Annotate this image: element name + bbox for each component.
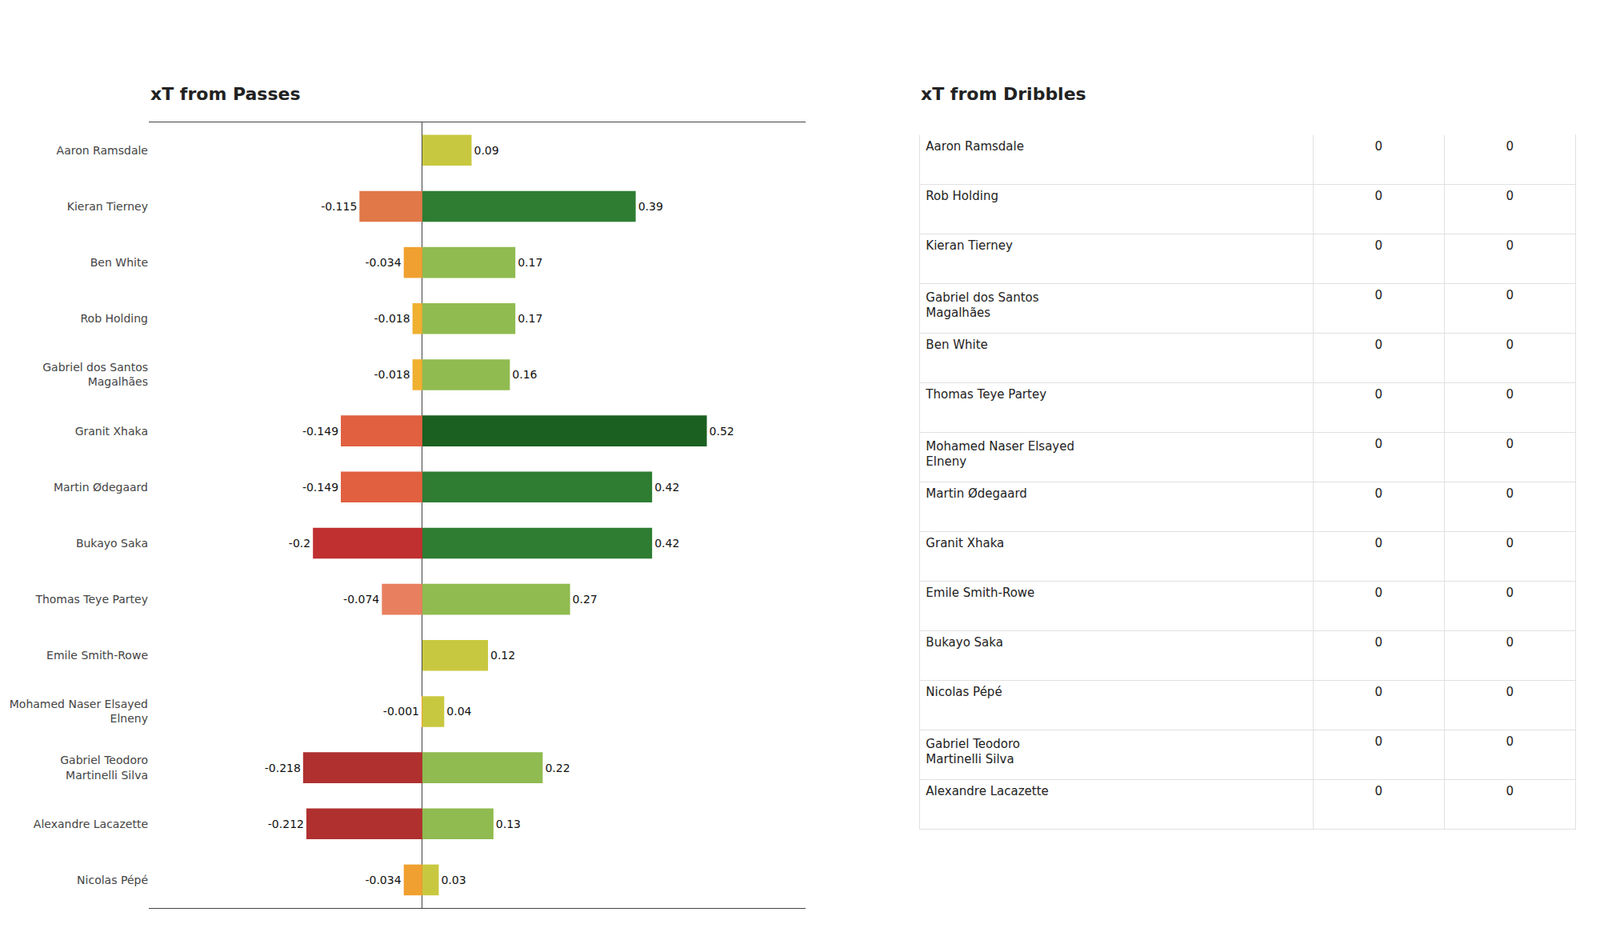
svg-text:-0.212: -0.212 bbox=[268, 817, 304, 831]
svg-text:Bukayo Saka: Bukayo Saka bbox=[76, 536, 148, 550]
svg-text:0: 0 bbox=[1506, 238, 1515, 253]
svg-text:-0.018: -0.018 bbox=[373, 312, 410, 325]
svg-text:Gabriel dos SantosMagalhães: Gabriel dos SantosMagalhães bbox=[42, 360, 148, 388]
svg-text:Bukayo Saka: Bukayo Saka bbox=[925, 635, 1004, 650]
svg-text:0: 0 bbox=[1375, 188, 1384, 204]
svg-text:Gabriel dos SantosMagalhães: Gabriel dos SantosMagalhães bbox=[925, 290, 1039, 321]
svg-text:-0.001: -0.001 bbox=[383, 704, 420, 718]
svg-text:0: 0 bbox=[1375, 486, 1384, 501]
svg-text:0: 0 bbox=[1506, 188, 1515, 204]
svg-text:0.03: 0.03 bbox=[440, 873, 466, 887]
svg-text:0.17: 0.17 bbox=[517, 312, 543, 325]
svg-text:Emile Smith-Rowe: Emile Smith-Rowe bbox=[46, 648, 148, 662]
svg-text:0.16: 0.16 bbox=[512, 368, 537, 381]
svg-text:Alexandre Lacazette: Alexandre Lacazette bbox=[33, 817, 148, 831]
svg-text:Gabriel TeodoroMartinelli Silv: Gabriel TeodoroMartinelli Silva bbox=[925, 736, 1020, 768]
svg-text:0.27: 0.27 bbox=[572, 592, 598, 606]
svg-text:Kieran Tierney: Kieran Tierney bbox=[925, 238, 1013, 253]
svg-text:-0.2: -0.2 bbox=[288, 536, 311, 550]
svg-text:Nicolas Pépé: Nicolas Pépé bbox=[925, 684, 1002, 700]
svg-text:0.42: 0.42 bbox=[654, 536, 680, 550]
svg-text:0.22: 0.22 bbox=[544, 761, 570, 775]
svg-text:0.12: 0.12 bbox=[490, 648, 516, 662]
svg-text:Thomas Teye Partey: Thomas Teye Partey bbox=[924, 387, 1047, 402]
svg-text:0: 0 bbox=[1375, 635, 1384, 650]
svg-text:0.52: 0.52 bbox=[709, 424, 735, 438]
svg-text:-0.115: -0.115 bbox=[320, 200, 357, 213]
svg-text:0: 0 bbox=[1375, 784, 1384, 799]
svg-text:0: 0 bbox=[1506, 436, 1515, 452]
svg-text:Aaron Ramsdale: Aaron Ramsdale bbox=[56, 144, 148, 157]
svg-text:Kieran Tierney: Kieran Tierney bbox=[67, 200, 148, 213]
svg-text:0: 0 bbox=[1506, 337, 1515, 352]
svg-text:Alexandre Lacazette: Alexandre Lacazette bbox=[925, 784, 1048, 799]
svg-text:Granit Xhaka: Granit Xhaka bbox=[75, 424, 148, 438]
svg-text:0: 0 bbox=[424, 648, 432, 662]
svg-text:0: 0 bbox=[1506, 288, 1515, 303]
svg-text:-0.149: -0.149 bbox=[302, 480, 339, 494]
svg-text:Rob Holding: Rob Holding bbox=[925, 188, 999, 204]
svg-text:-0.018: -0.018 bbox=[373, 368, 410, 381]
svg-text:Ben White: Ben White bbox=[90, 256, 148, 269]
svg-text:0.13: 0.13 bbox=[496, 817, 521, 831]
svg-text:0: 0 bbox=[1506, 486, 1515, 501]
svg-text:0: 0 bbox=[1375, 436, 1384, 452]
svg-text:0: 0 bbox=[1506, 536, 1515, 551]
svg-text:Martin Ødegaard: Martin Ødegaard bbox=[53, 480, 148, 494]
svg-text:-0.149: -0.149 bbox=[302, 424, 339, 438]
svg-text:0: 0 bbox=[1375, 337, 1384, 352]
svg-text:0.39: 0.39 bbox=[638, 200, 664, 213]
svg-text:-0.218: -0.218 bbox=[264, 761, 301, 775]
svg-text:0: 0 bbox=[1375, 684, 1384, 700]
svg-text:0: 0 bbox=[1375, 536, 1384, 551]
svg-text:0: 0 bbox=[1506, 684, 1515, 700]
svg-text:Thomas Teye Partey: Thomas Teye Partey bbox=[34, 592, 148, 606]
svg-text:0: 0 bbox=[1506, 734, 1515, 749]
svg-text:Gabriel TeodoroMartinelli Silv: Gabriel TeodoroMartinelli Silva bbox=[60, 753, 148, 781]
svg-text:0: 0 bbox=[1375, 139, 1384, 154]
svg-text:xT from Dribbles: xT from Dribbles bbox=[920, 84, 1087, 104]
svg-text:0: 0 bbox=[1375, 238, 1384, 253]
svg-text:Martin Ødegaard: Martin Ødegaard bbox=[925, 486, 1028, 501]
svg-text:Mohamed Naser ElsayedElneny: Mohamed Naser ElsayedElneny bbox=[925, 439, 1075, 470]
svg-text:-0.034: -0.034 bbox=[364, 256, 401, 269]
svg-text:-0.074: -0.074 bbox=[343, 592, 380, 606]
svg-text:0: 0 bbox=[1506, 585, 1515, 600]
svg-text:Emile Smith-Rowe: Emile Smith-Rowe bbox=[925, 585, 1035, 600]
svg-text:xT from Passes: xT from Passes bbox=[150, 84, 301, 104]
svg-text:Mohamed Naser ElsayedElneny: Mohamed Naser ElsayedElneny bbox=[9, 697, 148, 725]
svg-text:0: 0 bbox=[1506, 139, 1515, 154]
svg-text:0: 0 bbox=[1506, 784, 1515, 799]
svg-text:0: 0 bbox=[1375, 585, 1384, 600]
svg-text:0: 0 bbox=[1506, 387, 1515, 402]
svg-text:0: 0 bbox=[424, 144, 432, 157]
svg-text:Nicolas Pépé: Nicolas Pépé bbox=[76, 873, 148, 887]
svg-text:0: 0 bbox=[1506, 635, 1515, 650]
svg-text:0.17: 0.17 bbox=[517, 256, 543, 269]
svg-text:Granit Xhaka: Granit Xhaka bbox=[925, 536, 1004, 551]
svg-text:-0.034: -0.034 bbox=[364, 873, 401, 887]
svg-text:Aaron Ramsdale: Aaron Ramsdale bbox=[925, 139, 1024, 154]
svg-text:0.04: 0.04 bbox=[446, 704, 472, 718]
svg-text:Ben White: Ben White bbox=[925, 337, 988, 352]
svg-text:0: 0 bbox=[1375, 387, 1384, 402]
svg-text:0.42: 0.42 bbox=[654, 480, 680, 494]
svg-text:0.09: 0.09 bbox=[473, 144, 499, 157]
svg-text:0: 0 bbox=[1375, 288, 1384, 303]
svg-text:Rob Holding: Rob Holding bbox=[80, 312, 148, 325]
svg-text:0: 0 bbox=[1375, 734, 1384, 749]
